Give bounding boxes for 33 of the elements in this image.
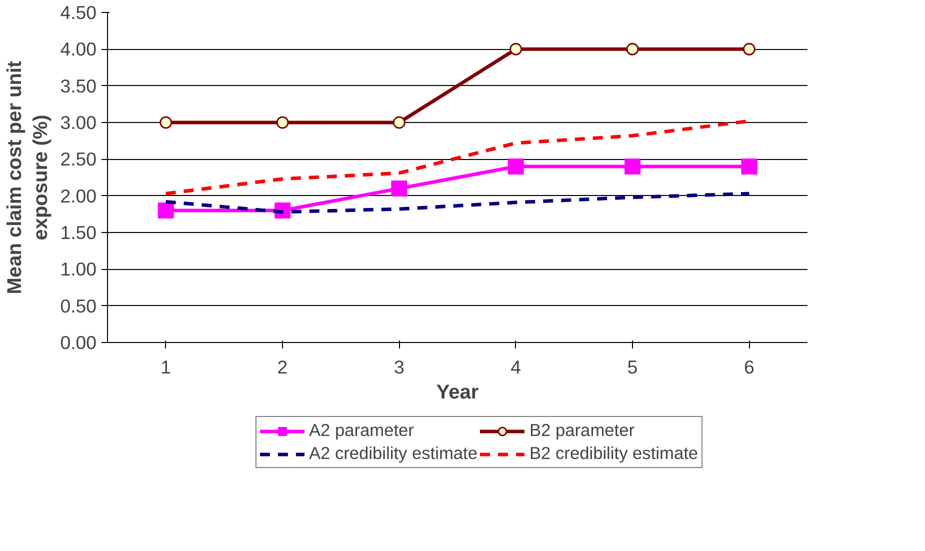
point [508,158,524,174]
x-tick-label: 4 [510,356,522,378]
y-axis-title: Mean claim cost per unit exposure (%) [4,60,52,294]
point [510,42,522,56]
y-tick-label: 3.50 [60,75,96,96]
x-tick-label: 2 [277,356,288,378]
point [741,158,758,174]
point [392,116,406,129]
y-tick-label: 2.50 [60,148,96,170]
y-tick-label: 4.00 [60,38,96,60]
legend-label: B2 credibility estimate [530,443,698,464]
point [276,116,289,129]
x-tick-label: 3 [394,356,404,378]
y-tick-label: 1.00 [60,258,96,280]
x-tick-label: 6 [744,356,754,378]
x-axis-title: Year [436,382,479,404]
point [158,202,174,218]
y-tick-label: 3.00 [60,112,96,133]
legend-label: A2 parameter [308,420,414,441]
x-tick-label: 5 [627,356,638,378]
y-tick-label: 0.50 [60,295,96,316]
y-tick-label: 2.00 [60,185,96,206]
legend-label: A2 credibility estimate [308,443,478,464]
legend-label: B2 parameter [530,420,634,441]
point [742,42,756,56]
y-tick-label: 0.00 [60,332,96,353]
point [626,42,639,56]
y-tick-label: 1.50 [60,222,96,243]
point [391,180,408,196]
point [160,116,172,129]
x-tick-label: 1 [160,356,172,378]
y-tick-label: 4.50 [60,2,96,23]
point [624,158,640,174]
